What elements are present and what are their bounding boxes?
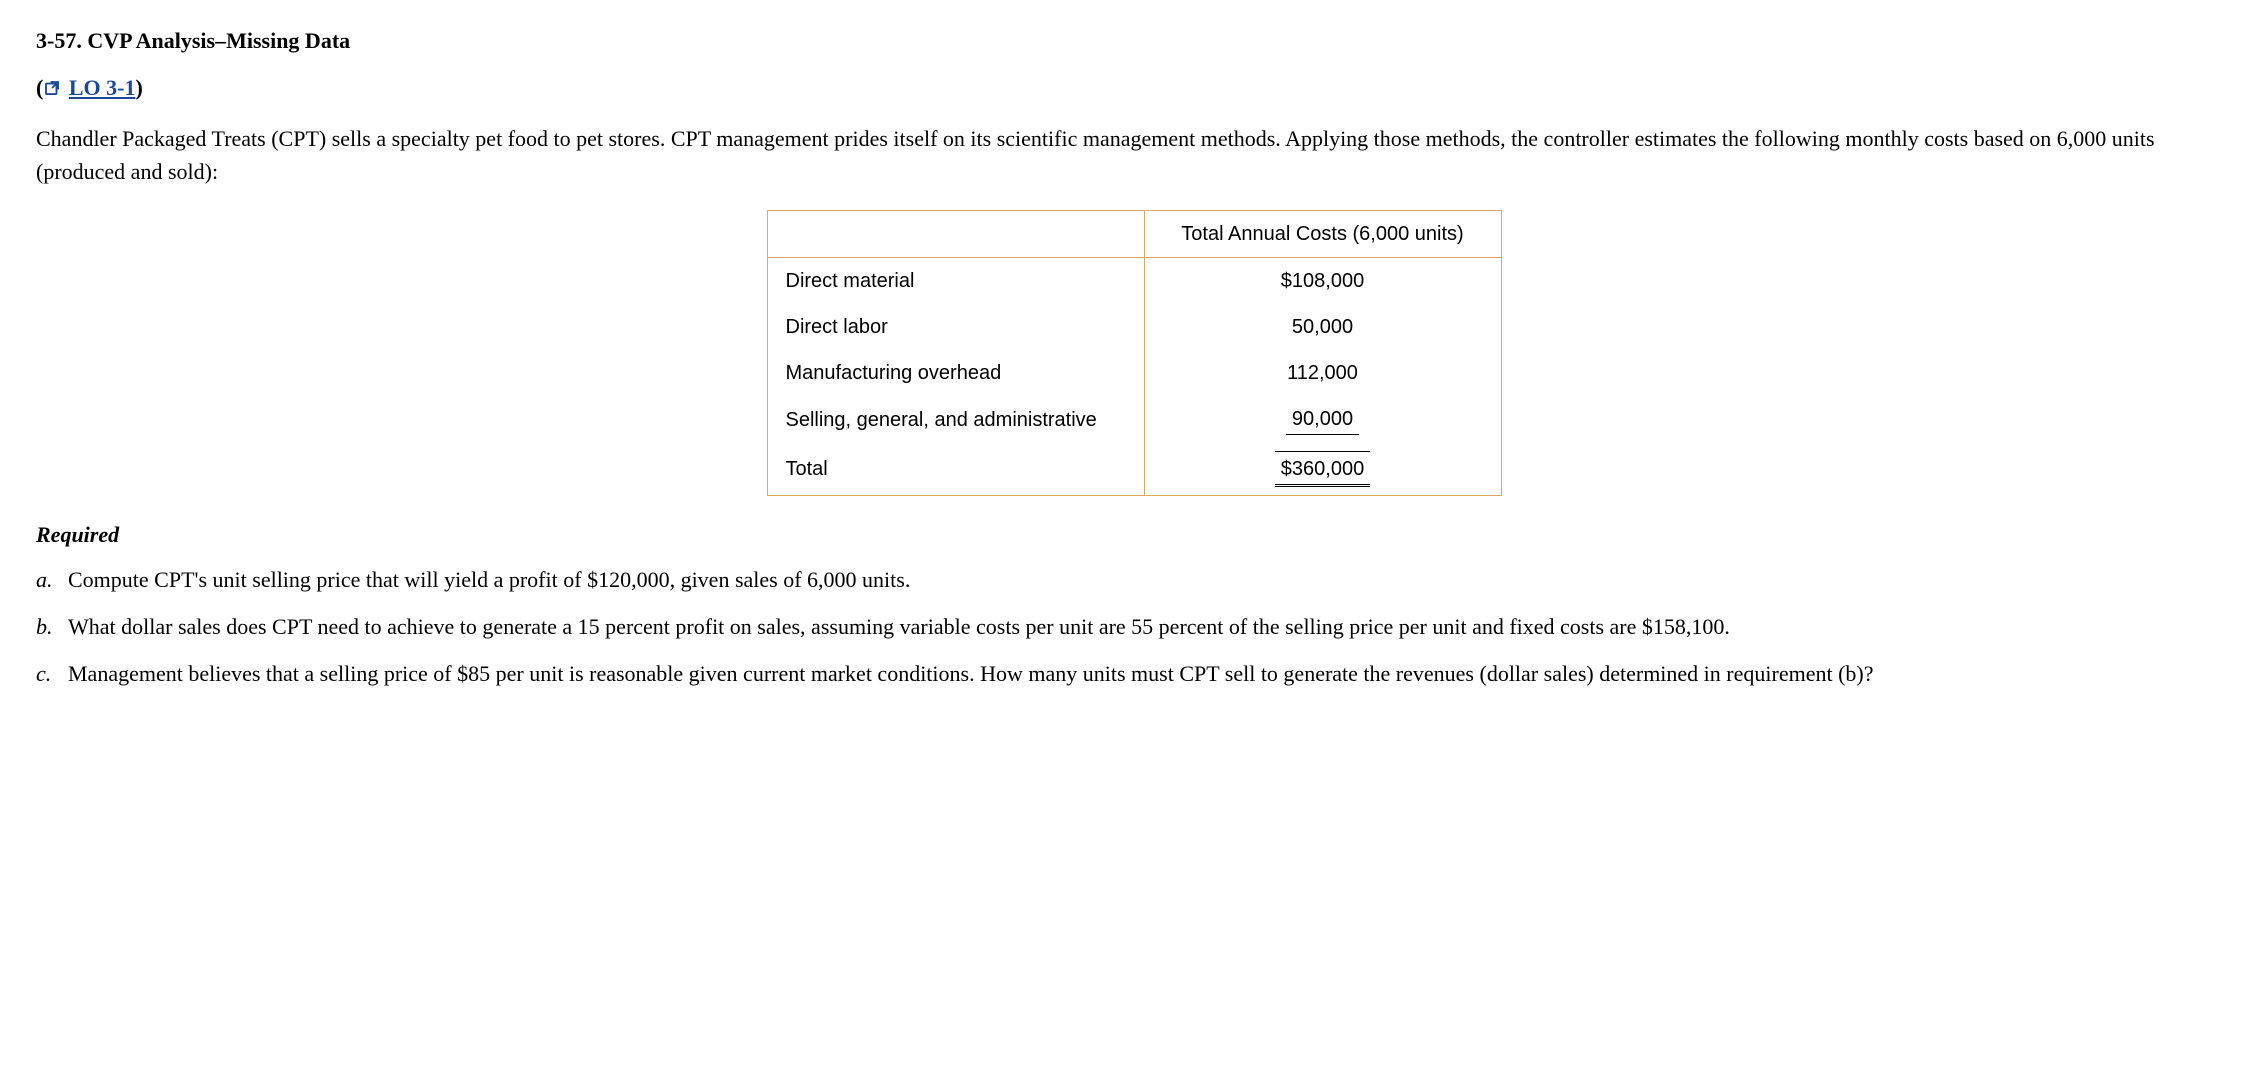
row-value: 50,000 (1144, 304, 1501, 350)
lo-link[interactable]: LO 3-1 (69, 75, 136, 100)
row-value: 112,000 (1144, 350, 1501, 396)
row-label: Selling, general, and administrative (767, 396, 1144, 443)
row-label: Direct material (767, 258, 1144, 305)
header-blank (767, 211, 1144, 258)
lo-prefix: ( (36, 75, 43, 100)
problem-number: 3-57. (36, 28, 82, 53)
lo-suffix: ) (135, 75, 142, 100)
row-label: Manufacturing overhead (767, 350, 1144, 396)
subtotal-underline: 90,000 (1286, 404, 1359, 435)
list-item: Compute CPT's unit selling price that wi… (36, 563, 2232, 596)
table-row: Manufacturing overhead 112,000 (767, 350, 1501, 396)
list-item: What dollar sales does CPT need to achie… (36, 610, 2232, 643)
table-header-row: Total Annual Costs (6,000 units) (767, 211, 1501, 258)
row-value: 90,000 (1144, 396, 1501, 443)
total-label: Total (767, 443, 1144, 496)
row-label: Direct labor (767, 304, 1144, 350)
required-list: Compute CPT's unit selling price that wi… (36, 563, 2232, 690)
table-row: Direct labor 50,000 (767, 304, 1501, 350)
table-row: Selling, general, and administrative 90,… (767, 396, 1501, 443)
problem-intro: Chandler Packaged Treats (CPT) sells a s… (36, 122, 2232, 188)
table-row: Direct material $108,000 (767, 258, 1501, 305)
total-double-underline: $360,000 (1275, 451, 1370, 487)
header-total-costs: Total Annual Costs (6,000 units) (1144, 211, 1501, 258)
table-total-row: Total $360,000 (767, 443, 1501, 496)
problem-title: 3-57. CVP Analysis–Missing Data (36, 24, 2232, 57)
row-value: $108,000 (1144, 258, 1501, 305)
problem-name: CVP Analysis–Missing Data (87, 28, 350, 53)
cost-table: Total Annual Costs (6,000 units) Direct … (767, 210, 1502, 496)
cost-table-container: Total Annual Costs (6,000 units) Direct … (36, 210, 2232, 496)
external-link-icon (43, 73, 61, 106)
required-heading: Required (36, 518, 2232, 551)
total-value: $360,000 (1144, 443, 1501, 496)
learning-objective-line: ( LO 3-1) (36, 71, 2232, 106)
list-item: Management believes that a selling price… (36, 657, 2232, 690)
